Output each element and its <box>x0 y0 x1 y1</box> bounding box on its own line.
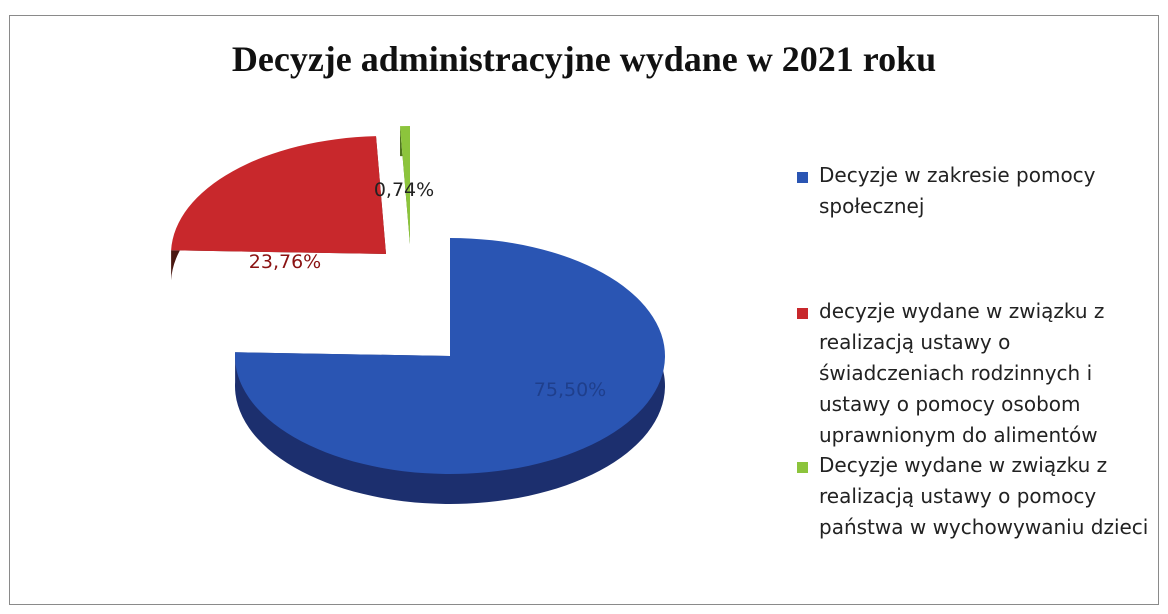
legend-label: Decyzje w zakresie pomocy społecznej <box>819 163 1096 218</box>
pie-data-label-0: 75,50% <box>534 379 606 401</box>
legend-item-swiadczenia-rodzinne: decyzje wydane w związku z realizacją us… <box>797 296 1149 451</box>
pie-slice-2 <box>400 126 410 274</box>
pie-slice-1 <box>171 136 386 284</box>
legend-swatch <box>797 308 808 319</box>
legend-swatch <box>797 172 808 183</box>
pie-slice-0 <box>234 238 666 504</box>
legend-label: Decyzje wydane w związku z realizacją us… <box>819 453 1149 539</box>
chart-title: Decyzje administracyjne wydane w 2021 ro… <box>231 39 937 79</box>
legend-item-wychowywanie-dzieci: Decyzje wydane w związku z realizacją us… <box>797 450 1149 543</box>
pie-slice-top <box>400 126 410 244</box>
pie-data-label-2: 0,74% <box>374 179 434 201</box>
pie-slice-top <box>171 136 386 254</box>
pie-slice-top <box>235 238 665 474</box>
legend-label: decyzje wydane w związku z realizacją us… <box>819 299 1105 447</box>
pie-data-label-1: 23,76% <box>249 251 321 273</box>
legend-item-pomoc-spoleczna: Decyzje w zakresie pomocy społecznej <box>797 160 1149 222</box>
legend-swatch <box>797 462 808 473</box>
